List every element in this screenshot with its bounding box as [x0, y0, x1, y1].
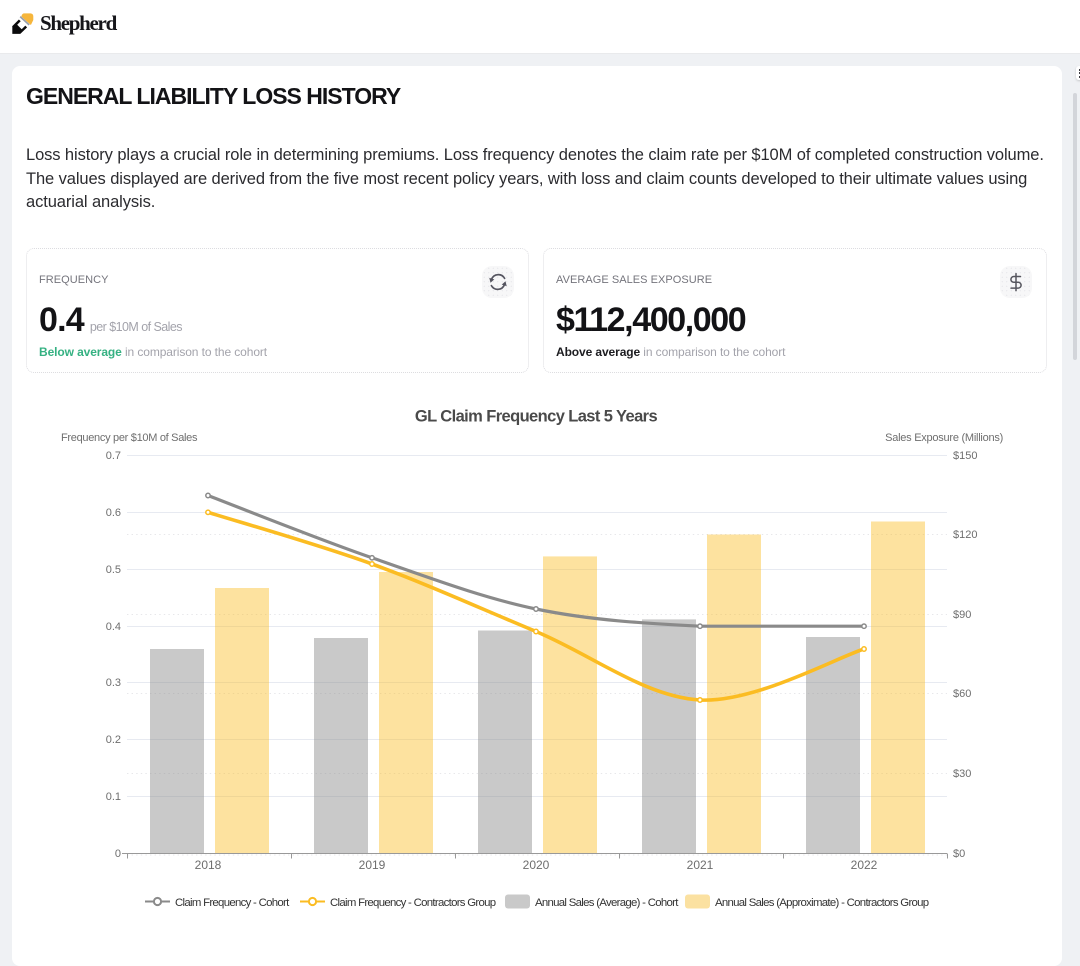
svg-text:$120: $120	[953, 529, 977, 541]
svg-text:0.4: 0.4	[106, 621, 121, 633]
svg-text:Annual Sales (Approximate) - C: Annual Sales (Approximate) - Contractors…	[715, 897, 929, 909]
svg-text:2020: 2020	[523, 858, 550, 872]
svg-text:GL Claim Frequency Last 5 Year: GL Claim Frequency Last 5 Years	[415, 408, 658, 426]
svg-text:Frequency per $10M of Sales: Frequency per $10M of Sales	[61, 432, 198, 444]
svg-text:Annual Sales (Average) - Cohor: Annual Sales (Average) - Cohort	[535, 897, 679, 909]
svg-text:2022: 2022	[851, 858, 878, 872]
svg-text:2018: 2018	[195, 858, 222, 872]
svg-text:Claim Frequency - Cohort: Claim Frequency - Cohort	[175, 897, 290, 909]
svg-text:$60: $60	[953, 688, 971, 700]
svg-text:$0: $0	[953, 848, 965, 860]
svg-text:0: 0	[115, 848, 121, 860]
svg-text:$150: $150	[953, 450, 977, 462]
svg-text:0.1: 0.1	[106, 791, 121, 803]
svg-text:0.7: 0.7	[106, 450, 121, 462]
svg-text:Sales Exposure (Millions): Sales Exposure (Millions)	[885, 432, 1003, 444]
svg-text:$30: $30	[953, 768, 971, 780]
svg-text:0.6: 0.6	[106, 507, 121, 519]
svg-text:0.5: 0.5	[106, 564, 121, 576]
svg-text:$90: $90	[953, 609, 971, 621]
svg-text:Claim Frequency - Contractors: Claim Frequency - Contractors Group	[330, 897, 496, 909]
svg-text:0.2: 0.2	[106, 734, 121, 746]
svg-text:2019: 2019	[359, 858, 386, 872]
svg-text:0.3: 0.3	[106, 677, 121, 689]
svg-text:2021: 2021	[687, 858, 714, 872]
